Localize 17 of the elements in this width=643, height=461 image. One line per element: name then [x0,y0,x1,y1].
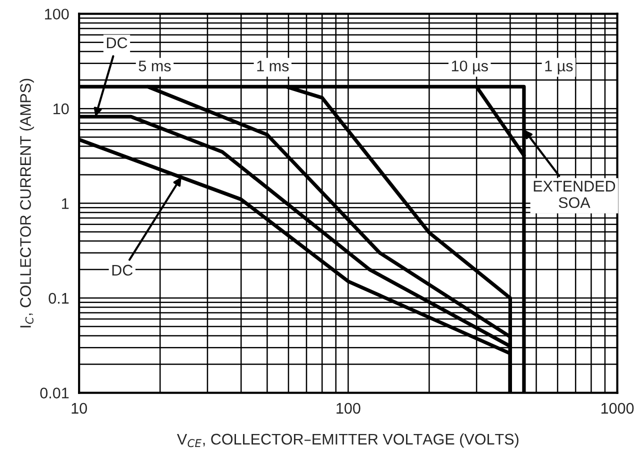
annotation: DC [112,264,133,276]
annotation: 1 ms [257,60,289,72]
y-tick-label: 0.1 [48,292,69,304]
y-tick-label: 100 [45,8,69,20]
y-tick-label: 1 [62,198,69,209]
x-tick-label: 100 [336,402,360,414]
annotation: 5 ms [138,60,171,72]
x-axis-title: V$_{CE}$, COLLECTOR–EMITTER VOLTAGE (VOLTS) [176,433,518,448]
annotation: DC [106,37,128,48]
x-tick-label: 1000 [601,402,634,414]
x-tick-label: 10 [72,402,87,414]
y-tick-label: 0.01 [40,388,69,398]
annotation: EXTENDED SOA [534,180,616,208]
annotation: 1 µs [545,60,573,74]
annotation: 10 µs [452,60,488,74]
y-tick-label: 10 [54,103,69,114]
y-axis-title: I$_{C}$, COLLECTOR CURRENT (AMPS) [20,78,34,328]
